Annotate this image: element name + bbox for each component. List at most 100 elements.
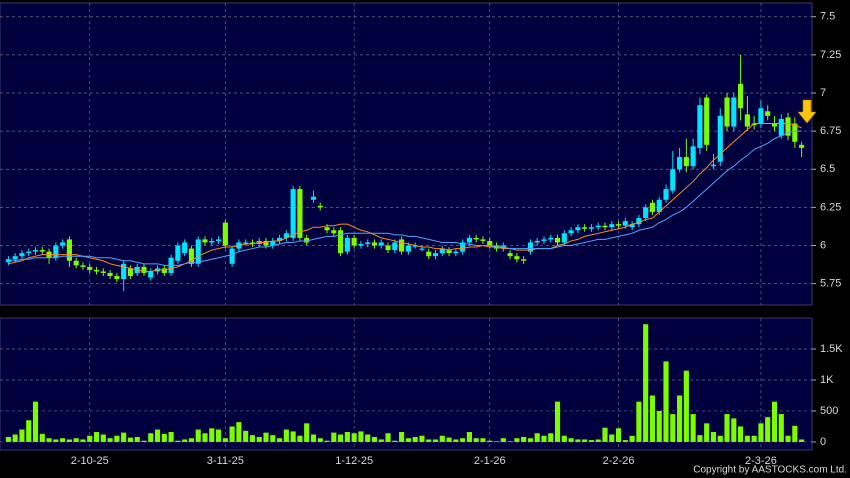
volume-bar	[209, 428, 215, 442]
volume-bar	[283, 429, 289, 442]
volume-bar	[351, 433, 357, 442]
volume-bar	[331, 432, 337, 442]
volume-bar	[236, 422, 242, 442]
volume-bar	[744, 435, 750, 442]
candle-body	[453, 251, 459, 254]
y-tick-label: 7	[820, 87, 826, 99]
candle-body	[365, 242, 371, 244]
volume-bar	[32, 401, 39, 442]
volume-bar	[399, 432, 405, 442]
candle-body	[731, 97, 737, 127]
x-tick-label: 2-2-26	[603, 455, 635, 467]
volume-bar	[717, 435, 723, 442]
volume-bar	[765, 417, 771, 442]
y-tick-label: 1K	[820, 374, 834, 386]
volume-bar	[412, 436, 418, 442]
volume-bar	[758, 423, 764, 442]
candle-body	[554, 237, 561, 243]
volume-bar	[663, 361, 669, 442]
candle-body	[270, 240, 276, 246]
candle-body	[53, 245, 59, 258]
candle-body	[317, 205, 323, 208]
candle-body	[243, 242, 249, 244]
candle-body	[561, 233, 567, 243]
candle-body	[568, 230, 574, 234]
y-tick-label: 5.75	[820, 278, 841, 290]
volume-bar	[324, 440, 330, 442]
volume-bar	[161, 433, 167, 442]
volume-bar	[371, 436, 378, 442]
volume-bar	[534, 433, 540, 442]
candle-body	[799, 144, 805, 148]
volume-bar	[243, 430, 249, 442]
volume-bar	[344, 432, 350, 442]
y-tick-label: 6.25	[820, 201, 841, 213]
volume-bar	[175, 440, 181, 442]
y-tick-label: 1.5K	[820, 343, 843, 355]
plot-layer: 2-10-25 3-11-25 1-12-25 2-1-26 2-2-26 2-3-26 5…	[0, 3, 843, 467]
volume-bar	[724, 414, 730, 442]
candle-body	[419, 248, 425, 250]
volume-bar	[317, 438, 323, 442]
candle-body	[107, 272, 113, 277]
volume-bar	[168, 432, 174, 442]
x-tick-label: 1-12-25	[335, 455, 373, 467]
candle-body	[622, 221, 628, 226]
candle-body	[304, 237, 310, 243]
candle-body	[541, 239, 547, 241]
volume-bar	[453, 439, 459, 442]
volume-bar	[277, 438, 283, 442]
candle-body	[656, 199, 662, 212]
candle-body	[595, 225, 601, 228]
candle-body	[141, 266, 147, 273]
volume-bar	[39, 433, 45, 442]
candle-body	[710, 164, 717, 167]
candle-body	[582, 227, 588, 229]
volume-bar	[460, 438, 466, 442]
volume-bar	[602, 427, 608, 442]
candle-body	[588, 227, 595, 229]
volume-bar	[26, 420, 32, 442]
volume-bar	[12, 434, 18, 442]
candle-body	[460, 242, 466, 252]
volume-bar	[385, 433, 391, 442]
volume-bar	[548, 433, 554, 442]
volume-bar	[310, 434, 317, 442]
candle-body	[263, 240, 269, 246]
volume-bar	[182, 439, 188, 442]
candle-body	[5, 259, 11, 263]
candle-body	[697, 105, 703, 148]
volume-bar	[121, 432, 127, 442]
candle-body	[331, 230, 337, 234]
volume-bar	[392, 440, 398, 442]
volume-bar	[378, 439, 384, 442]
candle-body	[466, 237, 472, 243]
candle-body	[751, 123, 757, 126]
volume-bar	[426, 439, 432, 442]
volume-bar	[466, 432, 472, 442]
volume-bar	[141, 440, 147, 442]
candle-body	[297, 189, 303, 238]
volume-bar	[263, 432, 269, 442]
volume-bar	[629, 435, 635, 442]
candle-body	[39, 250, 45, 252]
candle-body	[609, 224, 615, 228]
volume-bar	[114, 435, 120, 442]
volume-bar	[297, 435, 303, 442]
price-panel	[0, 2, 813, 306]
candle-body	[548, 237, 554, 240]
candle-body	[412, 245, 418, 247]
candle-body	[148, 271, 154, 278]
x-tick-label: 2-10-25	[71, 455, 109, 467]
y-tick-label: 6.5	[820, 163, 835, 175]
volume-bar	[107, 438, 113, 442]
candle-body	[182, 242, 188, 254]
candle-body	[338, 230, 344, 254]
volume-bar	[527, 438, 533, 442]
volume-bar	[270, 435, 276, 442]
candle-body	[310, 196, 317, 200]
candle-body	[432, 253, 439, 257]
candle-body	[229, 248, 235, 264]
